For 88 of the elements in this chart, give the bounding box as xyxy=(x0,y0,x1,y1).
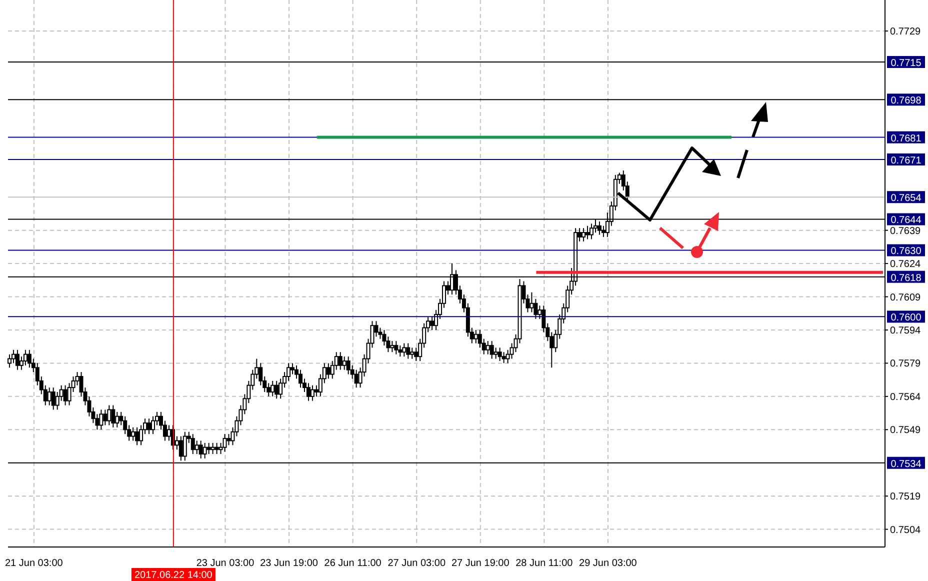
candlestick xyxy=(166,424,171,442)
y-tick-label: 0.7594 xyxy=(890,326,922,337)
candlestick xyxy=(99,409,104,430)
candlestick xyxy=(601,225,606,238)
x-tick-label: 2017.06.22 14:00 xyxy=(134,570,213,581)
x-tick-label: 27 Jun 03:00 xyxy=(388,558,446,569)
candlestick xyxy=(274,380,279,400)
x-tick-label: 23 Jun 03:00 xyxy=(196,558,255,569)
candlestick xyxy=(490,340,494,360)
candlestick xyxy=(398,344,402,358)
ref-line-label: 0.7681 xyxy=(890,133,922,144)
candlestick xyxy=(151,416,156,435)
candlestick xyxy=(346,356,350,375)
ref-line-label: 0.7630 xyxy=(890,246,922,258)
candlestick xyxy=(51,387,56,410)
candlestick xyxy=(394,340,398,355)
candlestick xyxy=(290,362,295,375)
candlestick xyxy=(147,418,152,435)
candlestick xyxy=(430,316,434,330)
candlestick xyxy=(326,362,330,380)
x-tick-label: 28 Jun 11:00 xyxy=(516,558,574,569)
y-tick-label: 0.7549 xyxy=(890,425,922,436)
x-tick-label: 27 Jun 19:00 xyxy=(451,558,510,569)
candlestick xyxy=(338,352,342,370)
y-tick-label: 0.7609 xyxy=(890,292,922,304)
candlestick xyxy=(135,426,140,446)
candlestick xyxy=(502,352,506,364)
candlestick xyxy=(214,442,219,454)
ref-line-label: 0.7715 xyxy=(890,58,922,70)
ref-line-label: 0.7698 xyxy=(890,96,922,107)
candlestick xyxy=(198,440,203,459)
candlestick xyxy=(270,380,275,397)
candlestick xyxy=(210,442,215,454)
candlestick xyxy=(498,347,502,362)
candlestick xyxy=(582,228,586,242)
y-tick-label: 0.7519 xyxy=(890,492,922,503)
candlestick xyxy=(15,349,20,370)
candlestick xyxy=(390,340,394,353)
candlestick xyxy=(111,404,116,428)
y-tick-label: 0.7504 xyxy=(890,524,922,536)
candlestick xyxy=(597,220,602,236)
candlestick xyxy=(402,342,406,358)
ref-line-label: 0.7618 xyxy=(890,272,922,284)
candlestick xyxy=(115,411,120,428)
candlestick xyxy=(63,384,68,406)
x-tick-label: 23 Jun 19:00 xyxy=(260,558,318,569)
candlestick xyxy=(342,356,346,370)
candlestick xyxy=(194,440,199,454)
x-tick-label: 29 Jun 03:00 xyxy=(579,558,638,569)
ref-line-label: 0.7600 xyxy=(890,312,922,324)
candlestick xyxy=(406,342,410,360)
y-tick-label: 0.7624 xyxy=(890,259,922,270)
y-tick-label: 0.7564 xyxy=(890,392,922,403)
candlestick xyxy=(298,369,303,388)
y-tick-label: 0.7579 xyxy=(890,358,922,370)
candlestick xyxy=(590,223,594,240)
candlestick xyxy=(27,349,32,368)
candlestick xyxy=(494,347,498,360)
candlestick xyxy=(222,434,227,452)
y-tick-label: 0.7639 xyxy=(890,226,922,237)
candlestick xyxy=(131,426,136,442)
candlestick xyxy=(202,442,207,459)
x-tick-label: 26 Jun 11:00 xyxy=(324,558,382,569)
candlestick xyxy=(486,340,490,355)
candlestick xyxy=(23,349,28,366)
candlestick xyxy=(11,349,16,364)
candlestick xyxy=(530,292,534,313)
ref-line-label: 0.7534 xyxy=(890,458,922,470)
candlestick xyxy=(354,369,358,388)
y-tick-label: 0.7729 xyxy=(890,26,922,38)
candlestick xyxy=(190,434,195,454)
ref-line-label: 0.7654 xyxy=(890,193,922,204)
candlestick xyxy=(107,404,112,426)
candlestick xyxy=(586,225,590,240)
ref-line-label: 0.7671 xyxy=(890,155,922,166)
candlestick xyxy=(182,431,187,462)
candlestick xyxy=(206,442,211,454)
candlestick xyxy=(8,354,12,368)
x-tick-label: 21 Jun 03:00 xyxy=(4,558,64,569)
candlestick xyxy=(103,409,108,426)
candlestick xyxy=(474,329,478,344)
candlestick xyxy=(306,382,310,402)
candlestick xyxy=(47,387,52,406)
candlestick xyxy=(178,436,183,462)
candlestick xyxy=(410,347,414,360)
candlestick xyxy=(414,347,418,362)
ref-line-label: 0.7644 xyxy=(890,215,922,226)
candlestick xyxy=(310,384,314,402)
